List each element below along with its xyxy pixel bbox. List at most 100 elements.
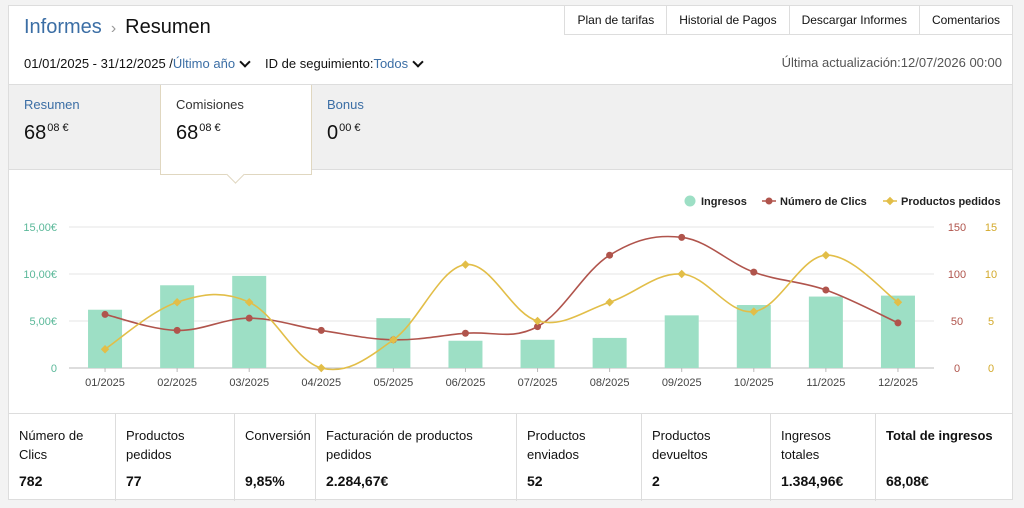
stat-productos-pedidos: Productos pedidos 77 [116, 414, 235, 501]
point-productos-pedidos [244, 297, 254, 307]
right-axis-clicks-tick-label: 50 [951, 316, 963, 328]
point-numero-de-clics [101, 310, 109, 318]
line-productos-pedidos [104, 254, 899, 371]
right-axis-products-tick-label: 5 [988, 316, 994, 328]
bar-ingresos [664, 315, 699, 368]
tab-comisiones-value: 6808 € [176, 122, 221, 144]
legend-label: Número de Clics [780, 196, 867, 208]
left-axis-tick-label: 5,00€ [29, 316, 57, 328]
x-axis-tick-label: 01/2025 [85, 377, 125, 389]
bar-ingresos [160, 285, 195, 368]
legend-label: Productos pedidos [901, 196, 1001, 208]
right-axis-products-tick-label: 10 [985, 269, 997, 281]
tab-resumen[interactable]: Resumen 6808 € [9, 85, 159, 171]
bar-ingresos [808, 296, 843, 368]
descargar-informes-button[interactable]: Descargar Informes [788, 5, 920, 35]
point-numero-de-clics [894, 319, 902, 327]
point-productos-pedidos [389, 335, 398, 345]
tab-comisiones-label: Comisiones [176, 97, 244, 112]
report-panel: Informes › Resumen Plan de tarifas Histo… [8, 5, 1013, 501]
filter-bar: 01/01/2025 - 31/12/2025 / Último año ID … [24, 55, 432, 71]
earnings-chart: 0 0 0 5,00€ 50 5 10,00€ 100 10 15,00€ 150 15 01/2025… [9, 178, 1012, 410]
breadcrumb: Informes › Resumen [24, 16, 211, 39]
bar-ingresos [880, 295, 915, 368]
x-axis-tick-label: 10/2025 [734, 377, 774, 389]
stat-value: 68,08€ [886, 473, 929, 489]
chevron-down-icon[interactable] [239, 55, 251, 68]
tab-comisiones[interactable]: Comisiones 6808 € [160, 85, 312, 175]
left-axis-tick-label: 10,00€ [23, 269, 57, 281]
report-header: Informes › Resumen Plan de tarifas Histo… [9, 5, 1013, 84]
stats-row: Número de Clics 782 Productos pedidos 77… [9, 413, 1012, 501]
bar-ingresos [592, 337, 627, 368]
page-title: Resumen [125, 16, 211, 38]
stat-value: 782 [19, 473, 43, 489]
stat-facturacion: Facturación de productos pedidos 2.284,6… [316, 414, 517, 501]
stat-productos-devueltos: Productos devueltos 2 [642, 414, 771, 501]
historial-de-pagos-button[interactable]: Historial de Pagos [666, 5, 790, 35]
point-productos-pedidos [821, 250, 831, 260]
tracking-id-label: ID de seguimiento: [265, 56, 374, 71]
period-dropdown[interactable]: Último año [172, 56, 236, 71]
right-axis-clicks-tick-label: 150 [948, 222, 966, 234]
point-numero-de-clics [245, 314, 253, 322]
x-axis-tick-label: 12/2025 [878, 377, 918, 389]
tab-resumen-label: Resumen [24, 97, 80, 112]
right-axis-clicks-tick-label: 0 [954, 363, 960, 375]
x-axis-tick-label: 08/2025 [590, 377, 630, 389]
legend-productos-marker [885, 196, 895, 206]
x-axis-tick-label: 03/2025 [229, 377, 269, 389]
stat-value: 9,85% [245, 473, 285, 489]
x-axis-tick-label: 06/2025 [446, 377, 486, 389]
stat-productos-enviados: Productos enviados 52 [517, 414, 642, 501]
stat-value: 2 [652, 473, 660, 489]
right-axis-clicks-tick-label: 100 [948, 269, 966, 281]
stat-clics: Número de Clics 782 [9, 414, 116, 501]
tab-resumen-value: 6808 € [24, 122, 69, 144]
stat-label: Productos enviados [527, 428, 586, 462]
plan-de-tarifas-button[interactable]: Plan de tarifas [564, 5, 668, 35]
point-productos-pedidos [172, 297, 182, 307]
right-axis-products-tick-label: 0 [988, 363, 994, 375]
stat-value: 2.284,67€ [326, 473, 389, 489]
point-productos-pedidos [317, 363, 326, 373]
point-numero-de-clics [822, 286, 830, 294]
legend-clics-marker [765, 197, 773, 205]
point-numero-de-clics [317, 326, 325, 334]
stat-label: Total de ingresos [886, 428, 993, 443]
stat-label: Productos pedidos [126, 428, 185, 462]
bar-ingresos [88, 309, 123, 368]
stat-value: 1.384,96€ [781, 473, 844, 489]
point-productos-pedidos [100, 344, 110, 354]
point-productos-pedidos [605, 297, 614, 307]
point-numero-de-clics [461, 329, 469, 337]
point-numero-de-clics [678, 233, 686, 241]
point-numero-de-clics [534, 323, 542, 331]
tracking-id-dropdown[interactable]: Todos [373, 56, 409, 71]
left-axis-tick-label: 15,00€ [23, 222, 57, 234]
x-axis-tick-label: 05/2025 [373, 377, 413, 389]
tab-bonus[interactable]: Bonus 000 € [312, 85, 462, 171]
point-numero-de-clics [750, 268, 758, 276]
stat-value: 52 [527, 473, 543, 489]
stat-label: Ingresos totales [781, 428, 831, 462]
top-button-group: Plan de tarifas Historial de Pagos Desca… [564, 5, 1013, 35]
breadcrumb-separator-icon: › [110, 20, 117, 37]
stat-value: 77 [126, 473, 142, 489]
point-productos-pedidos [461, 260, 470, 269]
summary-tabs: Resumen 6808 € Comisiones 6808 € Bonus 0… [9, 84, 1012, 175]
comentarios-button[interactable]: Comentarios [918, 5, 1013, 35]
x-axis-tick-label: 11/2025 [806, 377, 845, 389]
point-productos-pedidos [533, 316, 542, 326]
legend-label: Ingresos [701, 196, 747, 208]
stat-total-ingresos: Total de ingresos 68,08€ [876, 414, 1012, 501]
bar-ingresos [520, 339, 555, 368]
stat-label: Conversión [245, 428, 311, 443]
breadcrumb-informes-link[interactable]: Informes [24, 16, 102, 38]
x-axis-tick-label: 04/2025 [301, 377, 341, 389]
tab-bonus-label: Bonus [327, 97, 364, 112]
point-productos-pedidos [749, 307, 759, 316]
x-axis-tick-label: 02/2025 [157, 377, 197, 389]
chart-canvas: 0 0 0 5,00€ 50 5 10,00€ 100 10 15,00€ 150 15 01/2025… [23, 195, 1001, 389]
chevron-down-icon[interactable] [412, 55, 424, 68]
